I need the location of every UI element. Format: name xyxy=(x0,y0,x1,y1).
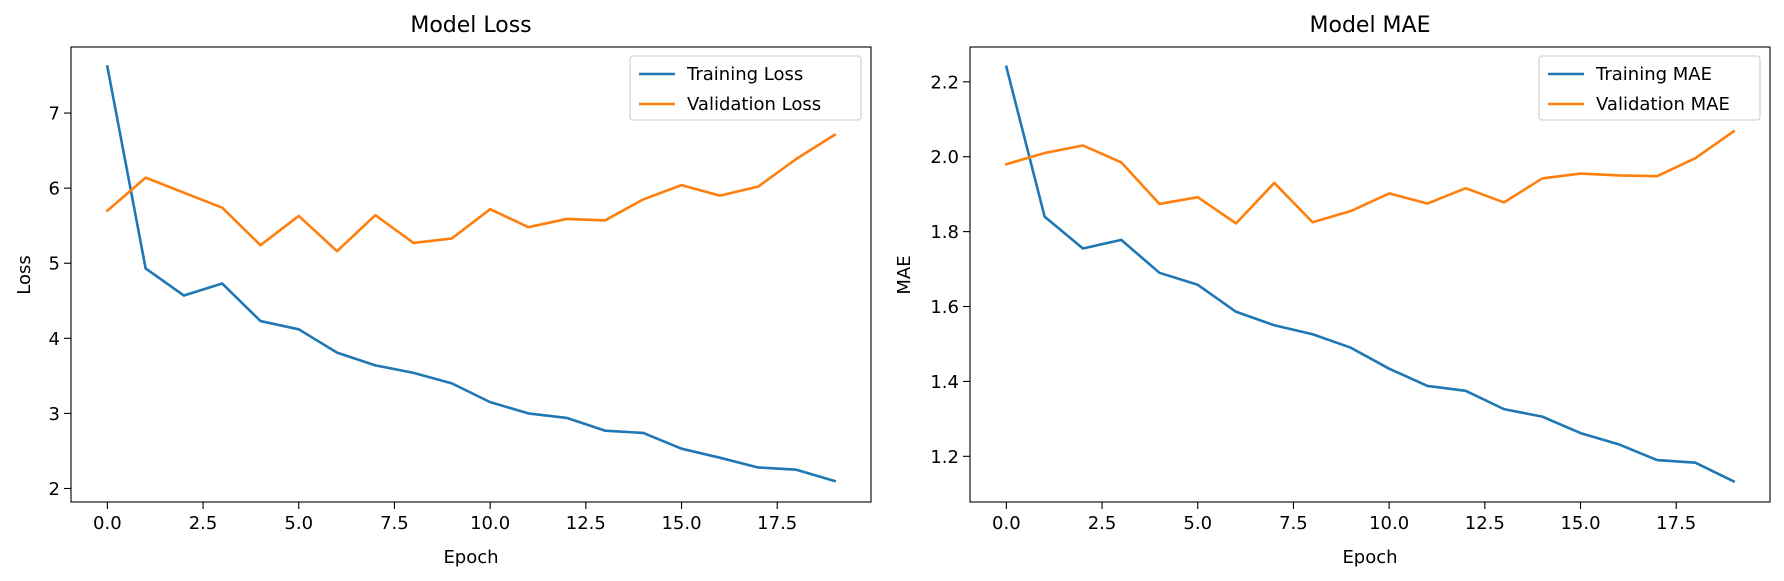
loss-legend-box xyxy=(629,55,862,121)
mae-legend-label-training: Training MAE xyxy=(1595,64,1712,85)
mae-chart-title: Model MAE xyxy=(1310,13,1431,38)
mae-y-tick-label: 1.6 xyxy=(930,297,959,318)
mae-x-tick-label: 12.5 xyxy=(1465,513,1505,534)
loss-x-tick-label: 5.0 xyxy=(284,513,313,534)
loss-y-tick-label: 2 xyxy=(49,479,60,500)
mae-y-tick-label: 1.8 xyxy=(930,222,959,243)
loss-legend-label-validation: Validation Loss xyxy=(687,94,821,115)
loss-x-tick-label: 0.0 xyxy=(93,513,122,534)
mae-chart-panel: Model MAE Epoch MAE 0.0 2.5 5.0 7.5 10.0 12.5… xyxy=(894,13,1771,568)
loss-x-axis-label: Epoch xyxy=(443,547,498,568)
mae-x-tick-label: 10.0 xyxy=(1369,513,1409,534)
mae-x-axis-label: Epoch xyxy=(1342,547,1397,568)
mae-y-axis-label: MAE xyxy=(894,255,915,294)
loss-y-tick-label: 3 xyxy=(49,404,60,425)
mae-x-tick-label: 17.5 xyxy=(1656,513,1696,534)
loss-chart-title: Model Loss xyxy=(410,13,531,38)
loss-y-tick-label: 4 xyxy=(49,329,60,350)
mae-x-tick-label: 15.0 xyxy=(1560,513,1600,534)
mae-y-tick-label: 2.0 xyxy=(930,147,959,168)
mae-series-line-validation xyxy=(1004,129,1736,225)
loss-x-tick-label: 10.0 xyxy=(470,513,510,534)
mae-x-tick-label: 0.0 xyxy=(992,513,1021,534)
mae-y-tick-label: 1.2 xyxy=(930,447,959,468)
mae-legend-box xyxy=(1538,55,1761,121)
mae-x-tick-label: 7.5 xyxy=(1279,513,1308,534)
mae-series-line-training xyxy=(1004,65,1736,484)
loss-legend-label-training: Training Loss xyxy=(686,64,803,85)
loss-x-tick-label: 2.5 xyxy=(189,513,218,534)
loss-legend: Training Loss Validation Loss xyxy=(629,55,862,121)
loss-chart-panel: Model Loss Epoch Loss 0.0 2.5 5.0 7.5 10.0 12… xyxy=(14,13,872,568)
mae-y-tick-label: 1.4 xyxy=(930,372,959,393)
mae-series-lines xyxy=(1004,65,1736,484)
mae-plot-frame xyxy=(969,46,1771,503)
loss-x-tick-label: 12.5 xyxy=(566,513,606,534)
loss-y-tick-label: 5 xyxy=(49,254,60,275)
mae-legend: Training MAE Validation MAE xyxy=(1538,55,1761,121)
mae-ticks: 0.0 2.5 5.0 7.5 10.0 12.5 15.0 17.5 1.2 1.4 1.6 1.8… xyxy=(930,72,1696,534)
loss-y-axis-label: Loss xyxy=(14,255,35,294)
loss-series-line-validation xyxy=(105,133,837,253)
mae-legend-label-validation: Validation MAE xyxy=(1596,94,1730,115)
loss-y-tick-label: 6 xyxy=(49,179,60,200)
loss-x-tick-label: 7.5 xyxy=(380,513,409,534)
loss-x-tick-label: 17.5 xyxy=(757,513,797,534)
loss-ticks: 0.0 2.5 5.0 7.5 10.0 12.5 15.0 17.5 2 3 4 5 6 7 xyxy=(49,104,798,534)
loss-series-lines xyxy=(105,65,837,483)
loss-x-tick-label: 15.0 xyxy=(661,513,701,534)
mae-x-tick-label: 2.5 xyxy=(1088,513,1117,534)
loss-y-tick-label: 7 xyxy=(49,104,60,125)
mae-y-tick-label: 2.2 xyxy=(930,72,959,93)
loss-series-line-training xyxy=(105,65,837,483)
mae-x-tick-label: 5.0 xyxy=(1183,513,1212,534)
loss-plot-frame xyxy=(70,46,872,503)
